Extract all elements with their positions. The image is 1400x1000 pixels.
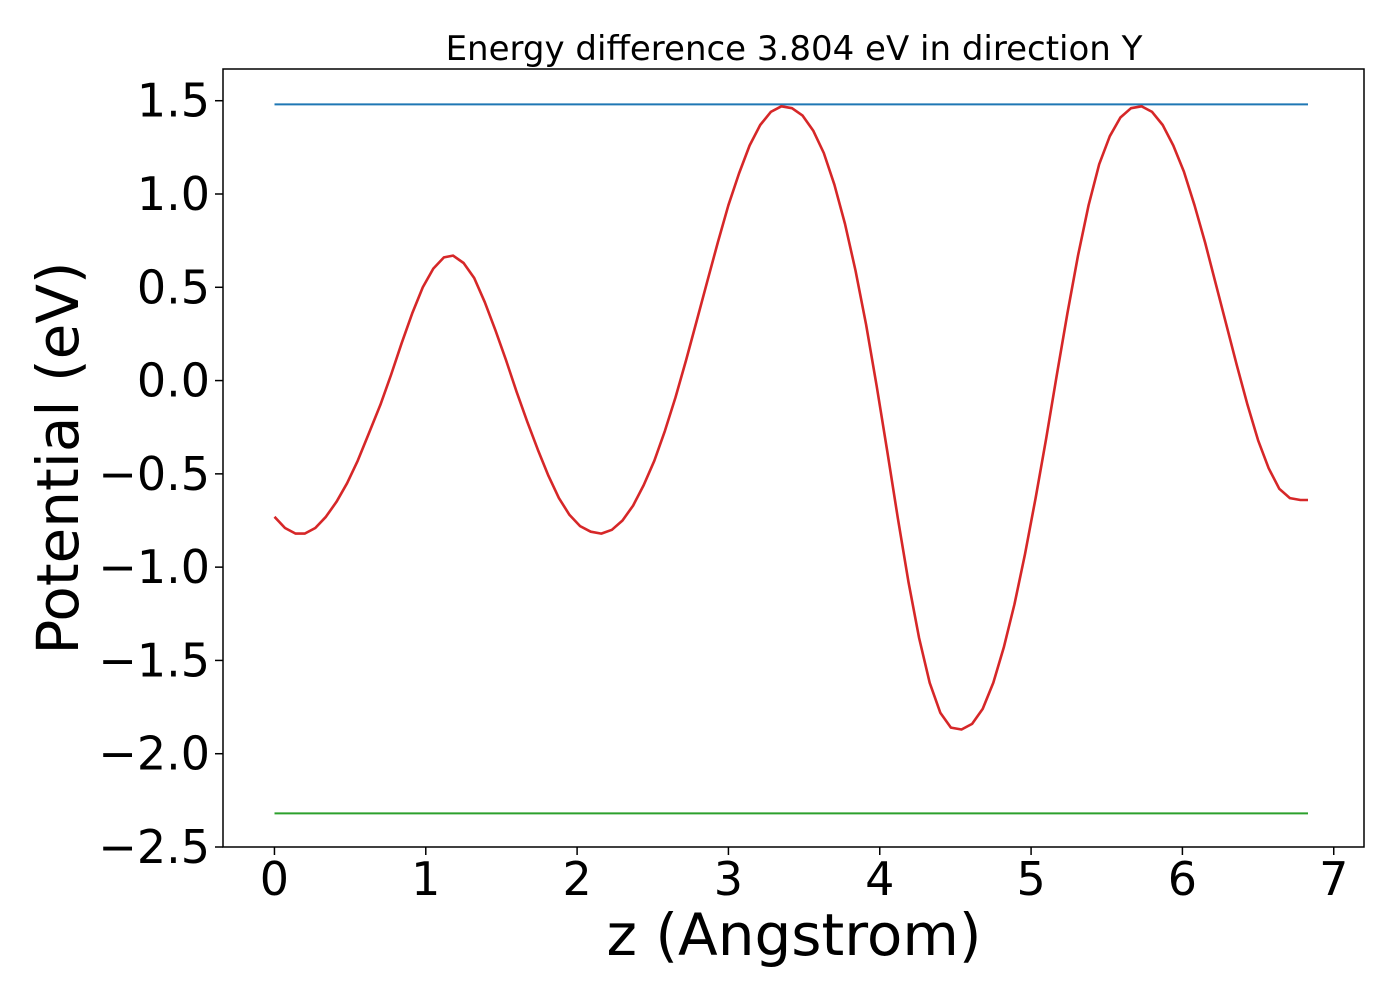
y-tick-label: −1.5	[98, 633, 210, 687]
y-tick-label: −1.0	[98, 540, 210, 594]
y-tick-label: 0.0	[137, 354, 210, 408]
chart-title: Energy difference 3.804 eV in direction …	[446, 29, 1143, 69]
y-tick-label: −2.5	[98, 820, 210, 874]
x-axis: 0 1 2 3 4 5 6 7	[260, 847, 1348, 906]
x-axis-label: z (Angstrom)	[607, 901, 982, 969]
x-tick-label: 1	[411, 852, 440, 906]
y-tick-label: 1.0	[137, 167, 210, 221]
y-tick-label: 0.5	[137, 260, 210, 314]
x-tick-label: 2	[562, 852, 591, 906]
x-tick-label: 6	[1168, 852, 1197, 906]
series-lines	[273, 103, 1308, 815]
y-tick-label: 1.5	[137, 74, 210, 128]
series-line-3	[273, 105, 1308, 731]
x-tick-label: 4	[865, 852, 894, 906]
plot-frame	[222, 68, 1365, 848]
y-tick-label: −0.5	[98, 447, 210, 501]
x-tick-label: 7	[1319, 852, 1348, 906]
x-tick-label: 3	[714, 852, 743, 906]
y-tick-label: −2.0	[98, 727, 210, 781]
y-axis: −2.5 −2.0 −1.5 −1.0 −0.5 0.0 0.5 1.0 1.5	[98, 74, 223, 874]
x-tick-label: 5	[1016, 852, 1045, 906]
plot-area	[222, 68, 1365, 848]
y-axis-label: Potential (eV)	[24, 261, 92, 654]
x-tick-label: 0	[260, 852, 289, 906]
